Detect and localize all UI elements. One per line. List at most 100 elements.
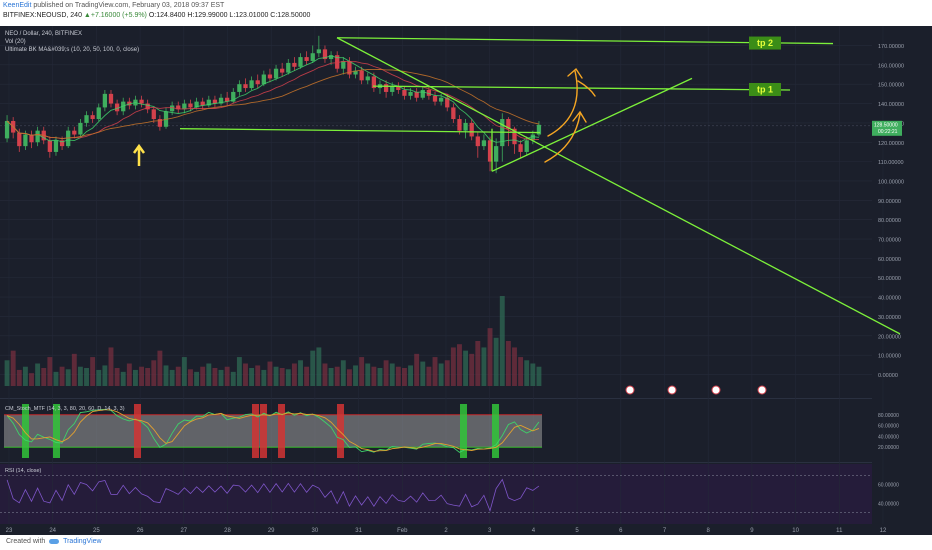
candle-body	[481, 140, 487, 147]
volume-bar	[249, 368, 255, 386]
footer-bar: Created with TradingView	[0, 535, 932, 550]
volume-bar	[163, 365, 169, 386]
candle-body	[322, 49, 328, 60]
price-tick-label: 80.00000	[878, 218, 901, 224]
price-tick-label: 0.00000	[878, 373, 898, 379]
created-with: Created with TradingView	[6, 538, 102, 545]
author-link[interactable]: KeenEdit	[3, 2, 32, 9]
candle-body	[487, 140, 493, 162]
projection-arrow-icon	[547, 70, 578, 137]
tradingview-link[interactable]: TradingView	[63, 538, 102, 545]
candle-body	[445, 97, 450, 108]
candle-body	[231, 91, 236, 102]
stoch-band	[4, 414, 542, 448]
symbol-label: BITFINEX:NEOUSD, 240	[3, 12, 82, 19]
candle-body	[145, 103, 150, 110]
volume-bar	[365, 363, 371, 386]
volume-bar	[450, 347, 456, 386]
take-profit-label-bg	[749, 36, 781, 50]
volume-bar	[47, 357, 53, 386]
stoch-signal-bar	[53, 404, 60, 458]
rsi-line	[6, 478, 540, 512]
volume-bar	[90, 357, 96, 386]
volume-bar	[230, 371, 236, 386]
time-tick-label: 2	[444, 528, 448, 534]
volume-bar	[120, 371, 126, 386]
volume-bar	[463, 350, 469, 386]
candle-body	[188, 103, 193, 108]
time-tick-label: Feb	[397, 528, 408, 534]
take-profit-label: tp 1	[757, 85, 773, 95]
volume-bar	[243, 363, 248, 386]
candle-body	[139, 99, 144, 104]
price-tick-label: 40.00000	[878, 296, 901, 302]
volume-bar	[353, 365, 358, 386]
price-tick-label: 170.00000	[878, 44, 904, 50]
price-tick-label: 50.00000	[878, 276, 901, 282]
volume-bar	[41, 368, 47, 386]
volume-bar	[524, 360, 530, 386]
volume-bar	[285, 369, 291, 386]
volume-bar	[377, 368, 383, 386]
stoch-signal-bar	[22, 404, 29, 458]
volume-bar	[395, 366, 401, 386]
ohlc-values: O:124.8400 H:129.99000 L:123.01000 C:128…	[148, 12, 311, 19]
stoch-tick-label: 40.00000	[878, 434, 899, 440]
candle-body	[280, 68, 285, 73]
candle-body	[194, 101, 199, 108]
volume-bar	[71, 353, 77, 386]
price-tick-label: 70.00000	[878, 238, 901, 244]
time-tick-label: 31	[355, 528, 362, 534]
candle-body	[530, 134, 535, 141]
candle-body	[457, 119, 462, 131]
price-tick-label: 160.00000	[878, 63, 904, 69]
candle-body	[273, 68, 279, 79]
volume-bar	[518, 357, 524, 386]
candle-body	[200, 101, 205, 106]
stoch-tick-label: 60.00000	[878, 424, 899, 430]
candle-body	[347, 60, 352, 75]
candle-body	[396, 86, 401, 90]
time-tick-label: 4	[532, 528, 536, 534]
volume-bar	[426, 366, 432, 386]
volume-bar	[261, 369, 267, 386]
volume-bar	[371, 366, 377, 386]
chart-header: KeenEdit published on TradingView.com, F…	[0, 0, 932, 26]
time-tick-label: 23	[6, 528, 13, 534]
stoch-line	[6, 409, 540, 452]
volume-bar	[59, 366, 65, 386]
trading-chart[interactable]: 170.00000160.00000150.00000140.00000130.…	[0, 26, 932, 535]
volume-bar	[96, 369, 102, 386]
volume-bar	[487, 328, 493, 386]
volume-bar	[346, 369, 352, 386]
candle-body	[66, 130, 71, 147]
volume-bar	[102, 365, 108, 386]
candle-body	[451, 107, 456, 120]
grid-lines	[0, 26, 884, 524]
volume-bar	[512, 347, 517, 386]
volume-bar	[536, 366, 542, 386]
candle-body	[390, 86, 395, 92]
candle-body	[59, 140, 65, 147]
ohlc-line: BITFINEX:NEOUSD, 240 ▲+7.16000 (+5.9%) O…	[3, 12, 310, 19]
volume-bar	[114, 368, 120, 386]
volume-bar	[359, 357, 365, 386]
volume-bar	[457, 344, 462, 386]
arrowhead-icon	[567, 67, 583, 79]
candle-body	[249, 80, 254, 89]
volume-bar	[22, 366, 28, 386]
volume-bar	[255, 365, 261, 386]
candle-body	[292, 62, 297, 67]
volume-bar	[10, 350, 16, 386]
candle-body	[298, 57, 303, 67]
candle-body	[438, 97, 444, 102]
projection-arrow-icon	[544, 113, 581, 163]
candle-body	[84, 115, 89, 123]
price-tick-label: 140.00000	[878, 102, 904, 108]
candle-body	[524, 140, 529, 152]
volume-bar	[181, 357, 187, 386]
candle-body	[383, 84, 389, 92]
candle-body	[96, 107, 101, 120]
candle-body	[353, 70, 358, 75]
volume-bar	[35, 363, 41, 386]
